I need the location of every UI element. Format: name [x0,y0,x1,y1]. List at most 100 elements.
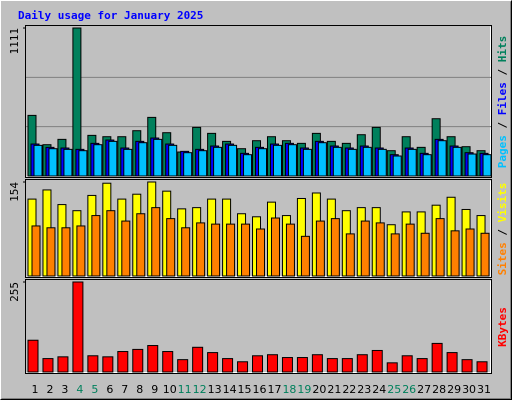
legend: KBytes [496,307,509,347]
bar [330,218,340,277]
bar [482,154,492,177]
x-tick-label: 26 [402,383,416,396]
bar [177,359,189,373]
bar [27,339,39,373]
bar [446,352,458,373]
bar [241,223,251,277]
bar [431,342,443,373]
bar [356,354,368,373]
bar [465,228,475,277]
bar [192,346,204,373]
bar [93,144,103,177]
legend-entry: KBytes [496,307,509,347]
bar [243,154,253,177]
x-tick-label: 29 [447,383,461,396]
bar [315,220,325,277]
x-tick-label: 18 [282,383,296,396]
bar [480,232,490,277]
bar [33,144,43,177]
bar [362,146,372,177]
bar [213,146,223,177]
bar [296,357,308,373]
bar [332,146,342,177]
bar [211,223,221,277]
x-tick-label: 6 [106,383,113,396]
bar [151,207,161,277]
bar [266,354,278,373]
bar [147,345,159,373]
bar [285,223,295,277]
x-tick-label: 24 [372,383,386,396]
bar [168,144,178,177]
legend: Sites / Visits [496,183,509,276]
bar [108,140,118,177]
x-tick-label: 27 [417,383,431,396]
x-tick-label: 21 [327,383,341,396]
bar [390,233,400,277]
bar [347,148,357,177]
bar [132,348,144,373]
bar [42,358,54,373]
bar [317,142,327,177]
bar [405,223,415,277]
x-tick-label: 20 [312,383,326,396]
x-tick-label: 14 [223,383,237,396]
x-tick-label: 22 [342,383,356,396]
bar [91,215,101,277]
bar [222,358,234,373]
bar [228,144,238,177]
x-tick-label: 12 [193,383,207,396]
legend-entry: Files [496,82,509,115]
chart-title: Daily usage for January 2025 [18,9,203,22]
bar [345,233,355,277]
y-tick-label: 255 [8,282,21,302]
bar [416,358,428,373]
bar [76,225,86,277]
bar [46,227,56,277]
bar [72,281,84,373]
y-tick-label: 1111 [8,28,21,55]
x-tick-label: 17 [267,383,281,396]
legend-separator: / [496,222,509,242]
x-tick-label: 25 [387,383,401,396]
legend-entry: Hits [496,36,509,63]
x-tick-label: 28 [432,383,446,396]
x-tick-label: 7 [121,383,128,396]
bar [198,150,208,177]
bar [375,222,385,277]
bar [196,222,206,277]
x-tick-label: 16 [253,383,267,396]
legend-entry: Sites [496,242,509,275]
bar [281,357,293,373]
bar [78,150,88,177]
legend-entry: Visits [496,183,509,223]
bar [138,142,148,177]
x-tick-label: 30 [462,383,476,396]
x-tick-label: 13 [208,383,222,396]
bar [117,351,129,373]
bar [360,220,370,277]
x-tick-label: 15 [238,383,252,396]
bar [123,148,133,177]
bar [256,228,266,277]
bar [422,154,432,177]
bar [287,144,297,177]
bar [63,148,73,177]
x-tick-label: 31 [477,383,491,396]
bar [377,148,387,177]
bar [467,153,477,177]
bar [57,356,69,373]
bar [392,155,402,177]
bar [341,358,353,373]
legend-separator: / [496,115,509,135]
x-tick-label: 3 [61,383,68,396]
bar [162,351,174,373]
legend: Pages / Files / Hits [496,36,509,169]
bar [272,144,282,177]
bar [252,355,264,373]
x-tick-label: 5 [91,383,98,396]
bar [31,225,41,277]
